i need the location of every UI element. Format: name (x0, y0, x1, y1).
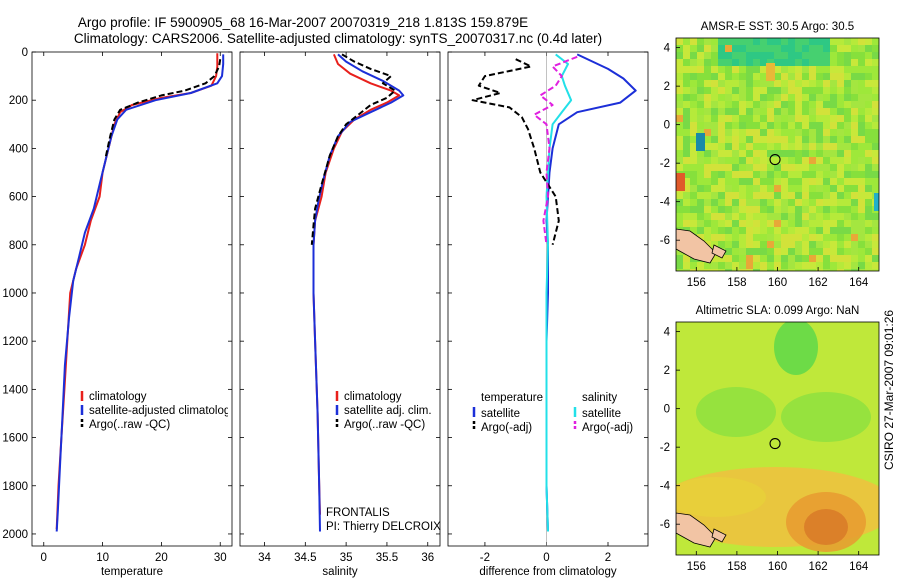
y-tick-label: 0 (22, 47, 28, 59)
map-y-tick-label: -2 (660, 158, 670, 170)
land-mass (676, 228, 717, 264)
y-tick-label: 600 (9, 192, 28, 204)
map-blob (781, 392, 871, 442)
x-tick-label: 35 (340, 552, 353, 564)
y-tick-label: 2000 (2, 529, 28, 541)
series-line (533, 55, 578, 245)
map-title: Altimetric SLA: 0.099 Argo: NaN (696, 305, 860, 317)
map-y-tick-label: -6 (660, 519, 670, 531)
x-tick-label: 34 (258, 552, 271, 564)
x-tick-label: 20 (155, 552, 168, 564)
map-y-tick-label: -4 (660, 197, 671, 209)
legend-label: Argo(-adj) (481, 422, 532, 434)
map-x-tick-label: 160 (768, 277, 787, 289)
x-tick-label: -2 (480, 552, 490, 564)
series-line (55, 54, 225, 532)
figure-title-line1: Argo profile: IF 5900905_68 16-Mar-2007 … (78, 15, 528, 30)
map-blob (804, 509, 848, 545)
map-x-tick-label: 162 (809, 561, 828, 573)
y-tick-label: 1600 (2, 433, 28, 445)
annotation-line1: FRONTALIS (326, 507, 390, 519)
map-y-tick-label: 4 (664, 327, 671, 339)
y-tick-label: 1400 (2, 384, 28, 396)
map-y-tick-label: -4 (660, 481, 671, 493)
x-tick-label: 30 (214, 552, 227, 564)
y-tick-label: 200 (9, 95, 28, 107)
map-x-tick-label: 158 (727, 561, 746, 573)
difference-panel: -2 0 2 difference from climatology temperatu… (447, 51, 649, 578)
x-tick-label: 2 (605, 552, 611, 564)
argo-position-marker (769, 438, 781, 450)
legend-label: climatology (344, 391, 402, 403)
legend-label: satellite-adjusted climatology (89, 405, 236, 417)
map-y-tick-label: 0 (664, 120, 670, 132)
land-mass (711, 244, 727, 259)
x-tick-label: 36 (421, 552, 434, 564)
map-y-tick-label: -2 (660, 442, 670, 454)
x-axis-label: difference from climatology (479, 566, 616, 578)
map-y-tick-label: 2 (664, 365, 670, 377)
legend-label: satellite (582, 408, 621, 420)
figure-title-line2: Climatology: CARS2006. Satellite-adjuste… (74, 31, 602, 46)
legend-title: temperature (481, 392, 543, 404)
land-mass (711, 528, 727, 543)
x-axis-label: temperature (101, 566, 163, 578)
series-line (104, 59, 222, 159)
x-tick-label: 35.5 (376, 552, 398, 564)
series-line (310, 53, 397, 245)
legend-label: climatology (89, 391, 147, 403)
sst-map-panel: AMSR-E SST: 30.5 Argo: 30.5 156 158 160 162 1… (660, 21, 880, 289)
map-x-tick-label: 160 (768, 561, 787, 573)
legend-label: satellite (481, 408, 520, 420)
legend-label: Argo(..raw -QC) (344, 419, 425, 431)
legend-title: salinity (582, 392, 617, 404)
map-title: AMSR-E SST: 30.5 Argo: 30.5 (701, 21, 854, 33)
map-blob (696, 387, 776, 437)
map-y-tick-label: 2 (664, 81, 670, 93)
map-x-tick-label: 162 (809, 277, 828, 289)
legend-label: Argo(..raw -QC) (89, 419, 170, 431)
land-mass (676, 512, 717, 548)
sla-map-panel: Altimetric SLA: 0.099 Argo: NaN 156 158 160… (660, 305, 880, 573)
plot-frame (31, 51, 233, 547)
side-timestamp: CSIRO 27-Mar-2007 09:01:26 (882, 310, 896, 470)
map-blob (774, 322, 818, 375)
y-tick-label: 1000 (2, 288, 28, 300)
x-axis-label: salinity (322, 566, 357, 578)
x-tick-label: 0 (41, 552, 47, 564)
temperature-panel: 0 10 20 30 0 200 400 600 800 1000 1200 1400 1600 1800… (2, 47, 236, 578)
legend-label: Argo(-adj) (582, 422, 633, 434)
x-tick-label: 10 (96, 552, 109, 564)
y-tick-label: 1200 (2, 336, 28, 348)
x-tick-label: 0 (543, 552, 549, 564)
map-x-tick-label: 156 (687, 561, 706, 573)
map-x-tick-label: 158 (727, 277, 746, 289)
y-tick-label: 1800 (2, 481, 28, 493)
plot-frame (239, 51, 441, 547)
y-tick-label: 400 (9, 143, 28, 155)
argo-position-marker (769, 154, 781, 166)
salinity-panel: 34 34.5 35 35.5 36 salinity climatology satelli… (239, 51, 441, 578)
map-blob (676, 477, 766, 517)
map-y-tick-label: -6 (660, 235, 670, 247)
map-x-tick-label: 164 (849, 277, 869, 289)
map-y-tick-label: 4 (664, 43, 671, 55)
map-x-tick-label: 156 (687, 277, 706, 289)
map-x-tick-label: 164 (849, 561, 869, 573)
map-y-tick-label: 0 (664, 404, 670, 416)
legend-label: satellite adj. clim. (344, 405, 432, 417)
x-tick-label: 34.5 (294, 552, 316, 564)
y-tick-label: 800 (9, 240, 28, 252)
annotation-line2: PI: Thierry DELCROIX (326, 521, 441, 533)
series-line (471, 58, 560, 246)
